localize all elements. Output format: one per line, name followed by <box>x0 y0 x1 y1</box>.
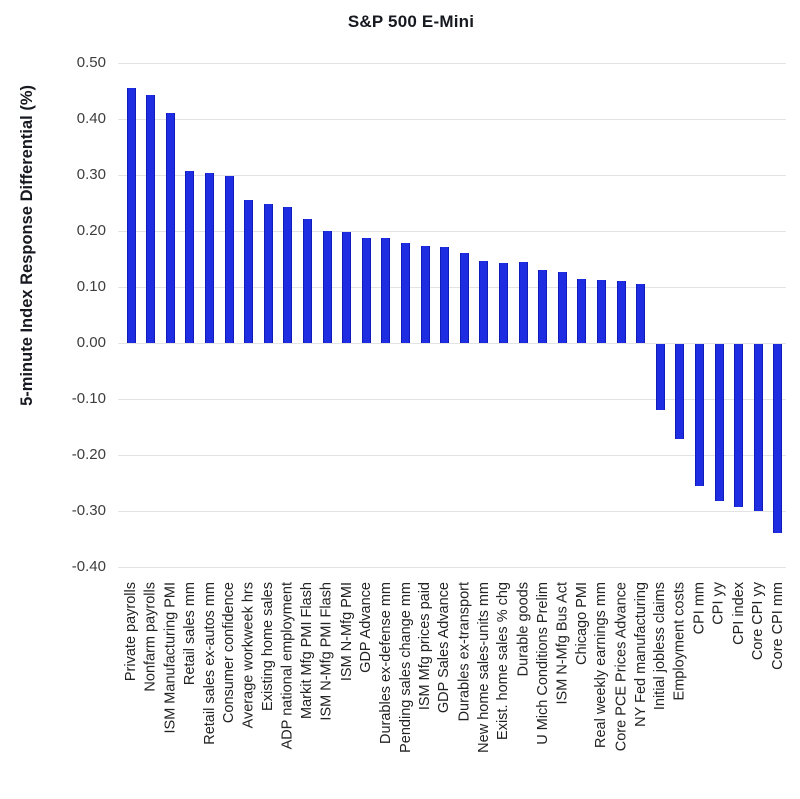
y-tick-label: 0.50 <box>76 54 106 71</box>
x-axis-label: Retail sales ex-autos mm <box>201 582 218 745</box>
bar <box>616 281 626 343</box>
x-axis-label: Durable goods <box>515 582 531 677</box>
y-tick-label: 0.10 <box>76 278 106 295</box>
x-axis-label: U Mich Conditions Prelim <box>534 582 551 745</box>
gridline <box>118 567 786 568</box>
x-axis-label: Consumer confidence <box>221 582 237 724</box>
bar <box>361 238 371 343</box>
bar <box>557 272 567 343</box>
y-tick-label: -0.20 <box>71 446 106 463</box>
y-tick-label: 0.20 <box>76 222 106 239</box>
x-axis-label: Core PCE Prices Advance <box>613 582 629 752</box>
x-axis-label: ISM N-Mfg PMI Flash <box>319 582 335 721</box>
bar <box>283 207 293 343</box>
y-tick-label: 0.00 <box>76 334 106 351</box>
x-axis-label: ADP national employment <box>279 582 296 750</box>
gridline <box>118 63 786 64</box>
bar <box>302 219 312 343</box>
bar <box>420 246 430 343</box>
gridline <box>118 287 786 288</box>
bar <box>596 280 606 343</box>
bar <box>734 344 744 507</box>
x-axis-label: ISM Mfg prices paid <box>417 582 433 711</box>
y-axis-title: 5-minute Index Response Differential (%) <box>18 85 36 406</box>
bar <box>185 171 195 343</box>
x-axis-label: Average workweek hrs <box>240 582 257 729</box>
y-tick-label: -0.40 <box>71 558 106 575</box>
x-axis-label: Pending sales change mm <box>397 582 414 753</box>
x-axis-label: Markit Mfg PMI Flash <box>299 582 316 719</box>
bar <box>498 263 508 343</box>
x-axis-label: Real weekly earnings mm <box>593 582 610 749</box>
x-axis-label: NY Fed manufacturing <box>632 582 649 727</box>
bar <box>694 344 704 486</box>
y-tick-label: -0.10 <box>71 390 106 407</box>
gridline <box>118 231 786 232</box>
bar <box>675 344 685 439</box>
bar <box>636 284 646 343</box>
x-axis-label: GDP Advance <box>358 582 375 673</box>
x-axis-label: CPI yy <box>711 582 727 625</box>
x-axis-label: Initial jobless claims <box>652 582 669 711</box>
gridline <box>118 399 786 400</box>
y-tick-label: 0.40 <box>76 110 106 127</box>
x-axis-label: ISM N-Mfg Bus Act <box>554 582 571 705</box>
bar <box>577 279 587 343</box>
x-axis-label: Employment costs <box>671 582 688 701</box>
y-tick-label: -0.30 <box>71 502 106 519</box>
bar <box>714 344 724 501</box>
x-axis-label: Retail sales mm <box>181 582 198 686</box>
bar <box>655 344 665 410</box>
x-axis-label: CPI index <box>730 582 747 645</box>
x-axis-label: Durables ex-transport <box>456 582 473 722</box>
x-axis-label: GDP Sales Advance <box>436 582 453 714</box>
bar <box>479 261 489 343</box>
bar <box>773 344 783 533</box>
gridline <box>118 455 786 456</box>
x-axis-label: Exist. home sales % chg <box>495 582 512 740</box>
bar <box>459 253 469 343</box>
x-axis-label: Chicago PMI <box>573 582 590 666</box>
gridline <box>118 119 786 120</box>
x-axis-label: ISM Manufacturing PMI <box>162 582 179 734</box>
bar <box>204 173 214 343</box>
x-axis-label: Private payrolls <box>123 582 139 682</box>
x-axis-label: Existing home sales <box>260 582 277 711</box>
bar <box>518 262 528 343</box>
bar <box>381 238 391 343</box>
x-axis-label: CPI mm <box>691 582 708 635</box>
bar <box>224 176 234 343</box>
bar <box>538 270 548 343</box>
bar <box>440 247 450 343</box>
bar <box>146 95 156 343</box>
gridline <box>118 343 786 344</box>
x-axis-label: Core CPI yy <box>750 582 767 661</box>
bar <box>165 113 175 343</box>
x-axis-label: ISM N-Mfg PMI <box>338 582 355 682</box>
x-axis-label: Core CPI mm <box>769 582 786 670</box>
y-tick-label: 0.30 <box>76 166 106 183</box>
x-axis-label: Nonfarm payrolls <box>142 582 159 692</box>
chart-title: S&P 500 E-Mini <box>347 12 475 31</box>
gridline <box>118 511 786 512</box>
bar <box>244 200 254 343</box>
bar <box>342 232 352 343</box>
gridline <box>118 175 786 176</box>
bar <box>753 344 763 511</box>
bar <box>263 204 273 343</box>
x-axis-label: New home sales-units mm <box>475 582 492 753</box>
bar <box>322 231 332 343</box>
bar <box>400 243 410 343</box>
bar <box>126 88 136 343</box>
x-axis-label: Durables ex-defense mm <box>377 582 394 744</box>
